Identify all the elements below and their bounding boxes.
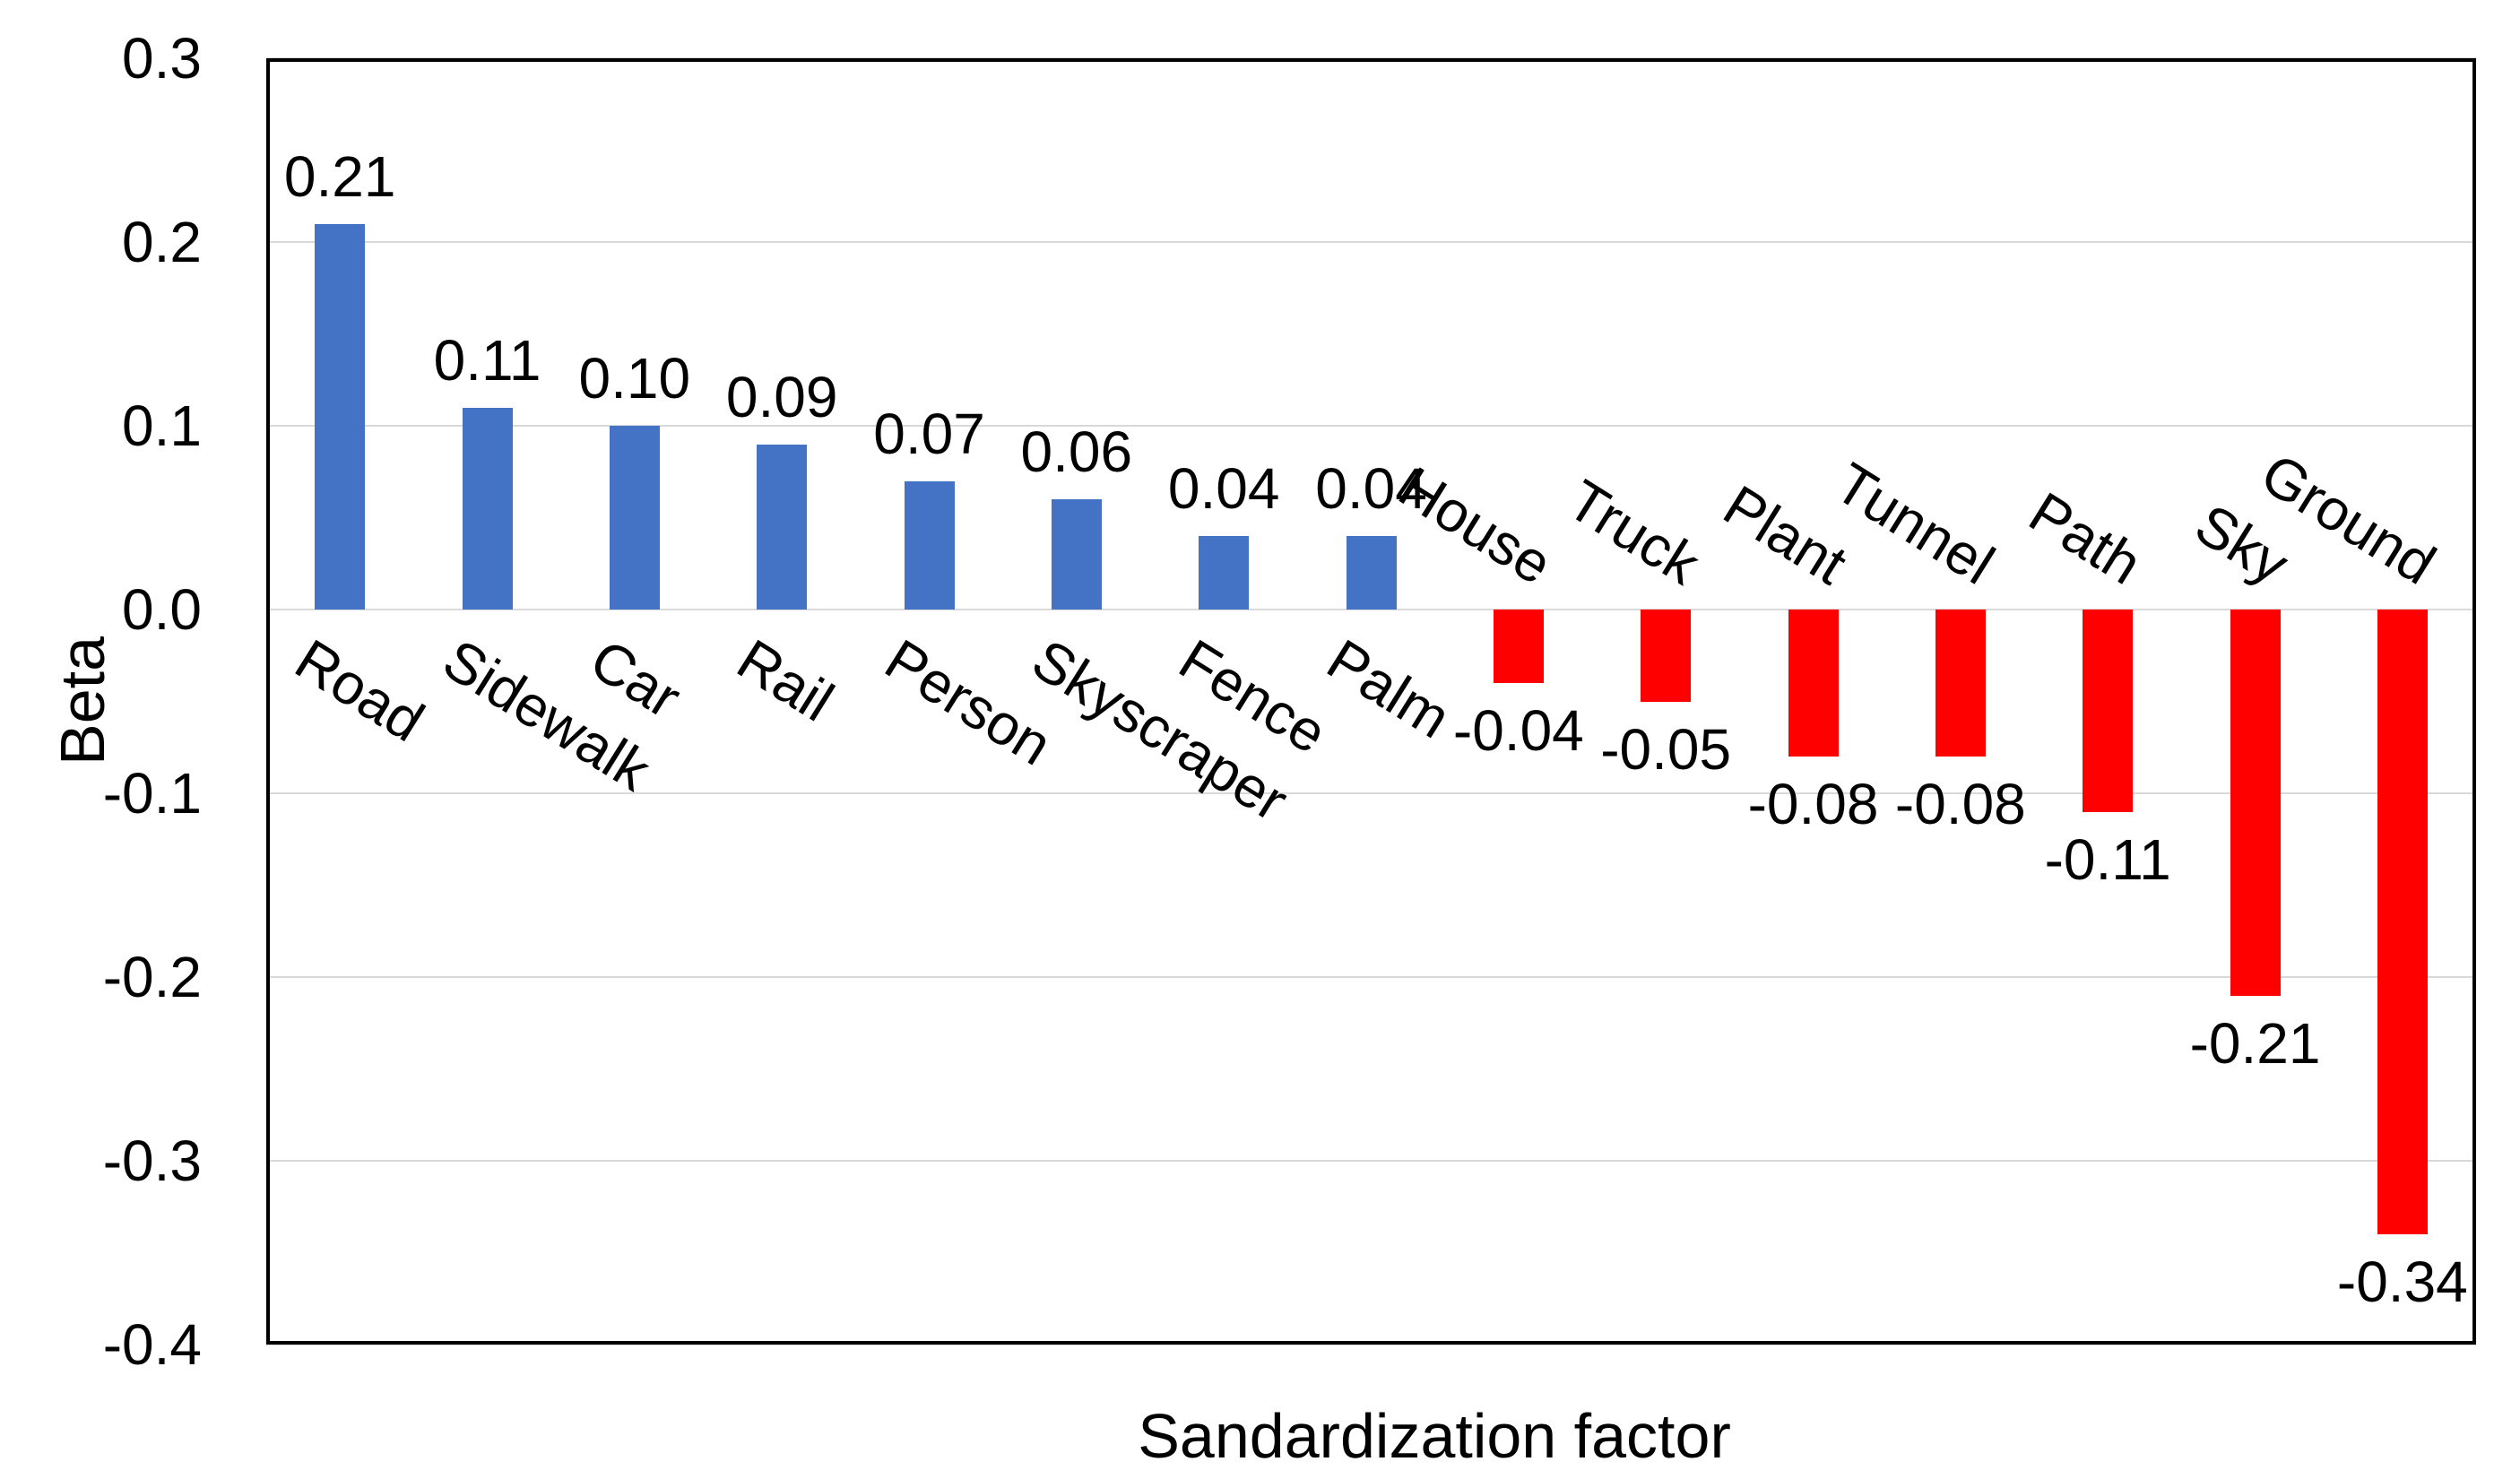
value-label-person: 0.07 xyxy=(873,401,985,466)
gridline--0.4 xyxy=(266,1344,2476,1345)
category-label-path: Path xyxy=(2017,480,2152,597)
bar-plant xyxy=(1788,610,1839,757)
bar-road xyxy=(315,223,366,610)
gridline--0.2 xyxy=(266,976,2476,978)
value-label-road: 0.21 xyxy=(283,143,396,209)
x-axis-title: Sandardization factor xyxy=(1138,1401,1731,1471)
y-tick-label-0.3: 0.3 xyxy=(122,26,202,91)
y-tick-label-0.2: 0.2 xyxy=(122,210,202,274)
category-label-rail: Rail xyxy=(726,627,845,734)
y-tick-label-0.1: 0.1 xyxy=(122,394,202,458)
gridline--0.1 xyxy=(266,792,2476,794)
bar-truck xyxy=(1641,610,1692,702)
bar-fence xyxy=(1199,536,1250,610)
value-label-path: -0.11 xyxy=(2044,826,2171,892)
bar-sky xyxy=(2230,610,2281,996)
value-label-truck: -0.05 xyxy=(1600,716,1732,782)
bar-path xyxy=(2083,610,2134,812)
gridline--0.3 xyxy=(266,1160,2476,1162)
bar-ground xyxy=(2377,610,2428,1234)
value-label-palm: 0.04 xyxy=(1315,456,1427,521)
bar-car xyxy=(609,426,660,610)
value-label-house: -0.04 xyxy=(1452,698,1584,763)
gridline-0.2 xyxy=(266,241,2476,243)
category-label-person: Person xyxy=(873,627,1062,778)
bar-person xyxy=(904,480,955,610)
y-tick-label--0.4: -0.4 xyxy=(102,1312,202,1377)
y-axis-title: Beta xyxy=(48,636,117,765)
value-label-sidewalk: 0.11 xyxy=(433,327,541,393)
value-label-ground: -0.34 xyxy=(2336,1250,2468,1314)
value-label-sky: -0.21 xyxy=(2189,1010,2321,1076)
value-label-fence: 0.04 xyxy=(1167,456,1280,521)
bar-sidewalk xyxy=(462,407,513,610)
value-label-car: 0.10 xyxy=(578,346,691,411)
y-tick-label-0.0: 0.0 xyxy=(122,577,202,642)
value-label-tunnel: -0.08 xyxy=(1894,772,2026,836)
y-tick-label--0.2: -0.2 xyxy=(102,945,202,1009)
gridline-0.1 xyxy=(266,425,2476,427)
value-label-skyscraper: 0.06 xyxy=(1020,419,1133,484)
bar-palm xyxy=(1346,536,1397,610)
y-tick-label--0.1: -0.1 xyxy=(102,761,202,826)
category-label-tunnel: Tunnel xyxy=(1823,450,2005,597)
bar-house xyxy=(1493,610,1544,683)
value-label-plant: -0.08 xyxy=(1747,772,1879,836)
bar-rail xyxy=(757,444,808,610)
category-label-road: Road xyxy=(284,627,436,755)
category-label-truck: Truck xyxy=(1555,467,1710,597)
value-label-rail: 0.09 xyxy=(725,364,838,429)
y-tick-label--0.3: -0.3 xyxy=(102,1129,202,1193)
bar-tunnel xyxy=(1935,610,1986,757)
gridline-0.3 xyxy=(266,57,2476,59)
gridline-0.0 xyxy=(266,609,2476,610)
bar-skyscraper xyxy=(1051,499,1102,610)
